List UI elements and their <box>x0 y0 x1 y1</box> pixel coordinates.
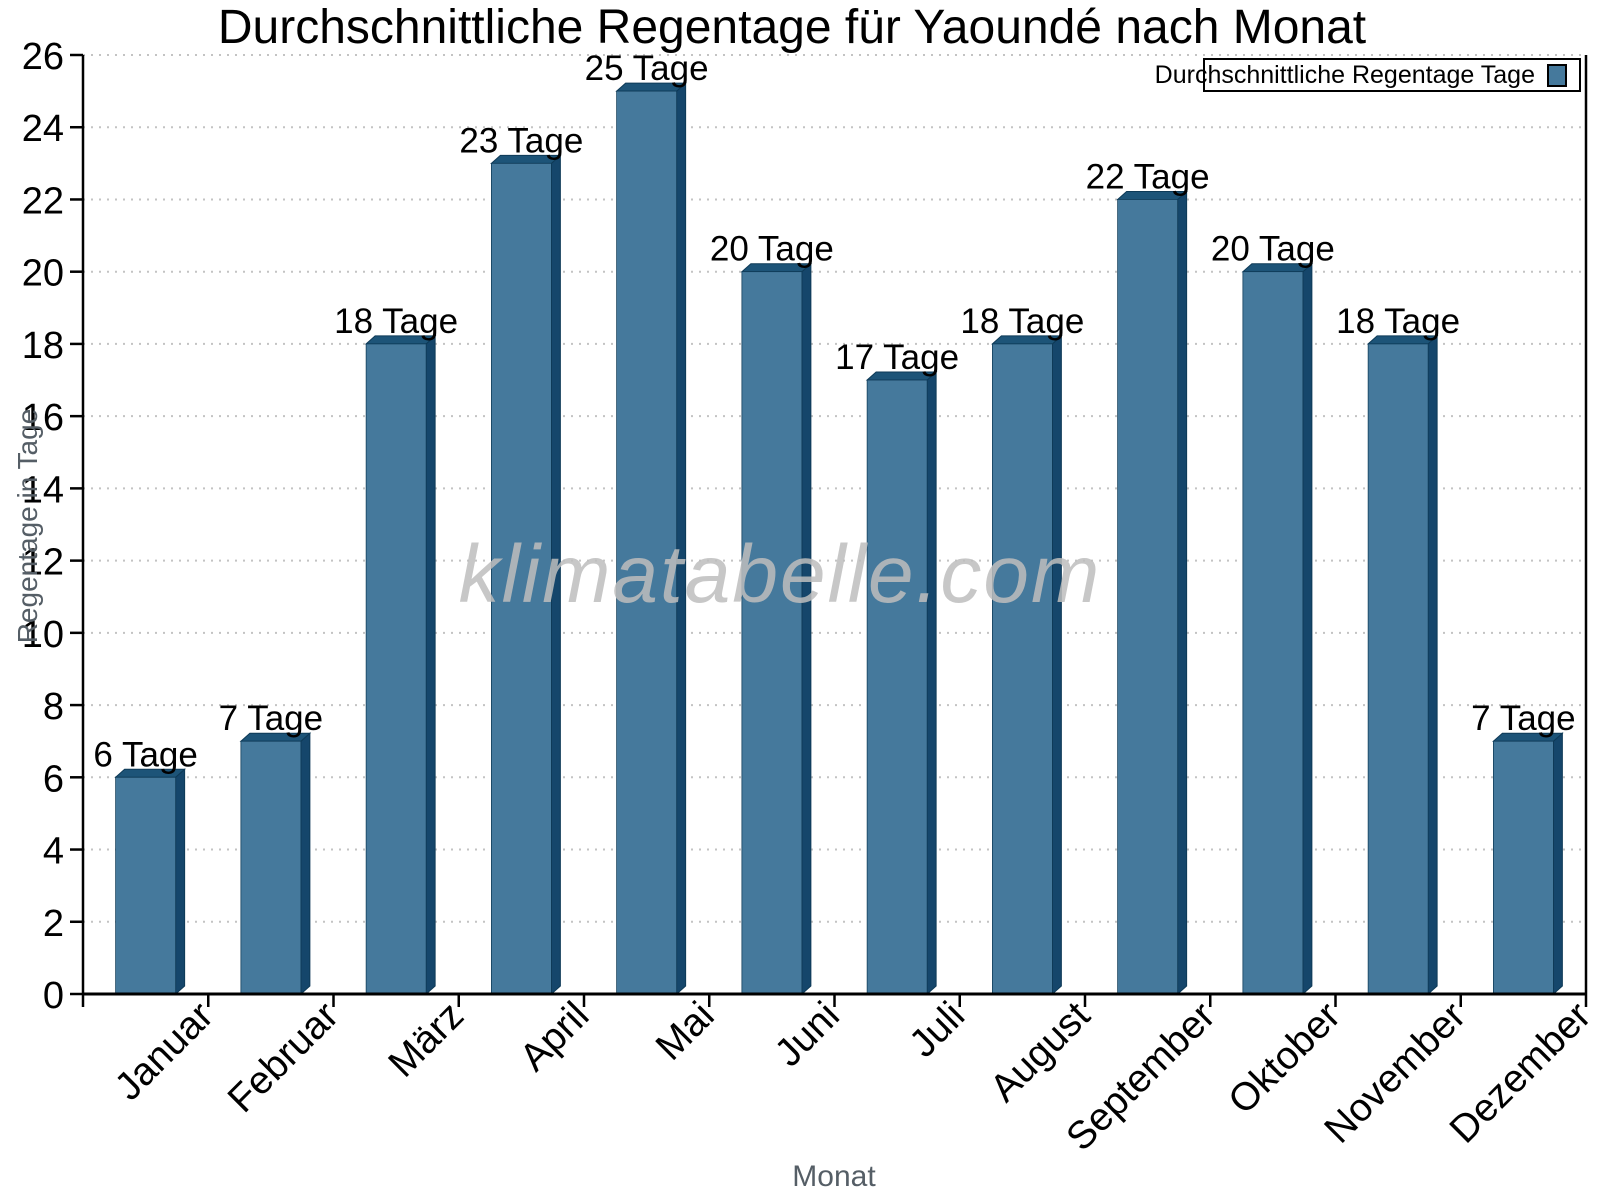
y-tick-label: 0 <box>43 975 64 1017</box>
bar <box>491 162 552 995</box>
bar-value-label: 7 Tage <box>219 699 323 738</box>
bar-side-face <box>1051 334 1062 996</box>
month-label: Mai <box>648 994 723 1069</box>
bar-value-label: 17 Tage <box>835 338 959 377</box>
bar <box>1242 271 1304 995</box>
bar-side-face <box>550 154 561 996</box>
legend-swatch <box>1547 63 1567 87</box>
bar <box>992 343 1053 995</box>
bar-value-label: 20 Tage <box>710 230 834 269</box>
bar-side-face <box>1302 262 1313 996</box>
y-axis-label: Regentage in Tage <box>12 408 43 644</box>
bar-value-label: 23 Tage <box>459 121 583 160</box>
y-tick-label: 4 <box>43 831 64 873</box>
month-label: Februar <box>220 994 347 1121</box>
bar <box>741 271 803 995</box>
bar-value-label: 18 Tage <box>960 302 1084 341</box>
bar-side-face <box>676 82 687 996</box>
bar <box>866 379 928 995</box>
y-tick-label: 10 <box>22 614 64 656</box>
y-tick-label: 14 <box>22 469 64 511</box>
y-tick-label: 16 <box>22 397 64 439</box>
bar <box>365 343 427 995</box>
bar-side-face <box>300 732 311 996</box>
legend-box: Durchschnittliche Regentage Tage <box>1155 58 1581 92</box>
bar-side-face <box>926 370 937 996</box>
month-label: Juli <box>901 994 973 1066</box>
legend-label: Durchschnittliche Regentage Tage <box>1154 60 1535 89</box>
bar-value-label: 6 Tage <box>93 735 197 774</box>
month-label: Oktober <box>1220 994 1349 1123</box>
bar-value-label: 18 Tage <box>1336 302 1460 341</box>
month-label: August <box>982 994 1098 1110</box>
bar-value-label: 7 Tage <box>1471 699 1575 738</box>
bar <box>616 90 677 995</box>
y-tick-label: 2 <box>43 903 64 945</box>
y-tick-label: 12 <box>22 542 64 584</box>
bar-side-face <box>1552 732 1563 996</box>
bar <box>240 740 302 995</box>
y-tick-label: 26 <box>22 36 64 78</box>
y-tick-label: 6 <box>43 758 64 800</box>
bar-side-face <box>801 262 812 996</box>
x-axis-label: Monat <box>792 1160 876 1193</box>
bar-value-label: 20 Tage <box>1211 230 1335 269</box>
bar-value-label: 18 Tage <box>334 302 458 341</box>
bar-side-face <box>175 768 186 996</box>
y-tick-label: 20 <box>22 253 64 295</box>
y-tick-label: 18 <box>22 325 64 367</box>
bar <box>115 776 176 995</box>
bar <box>1117 199 1178 995</box>
bar-value-label: 25 Tage <box>585 49 709 88</box>
y-tick-label: 8 <box>43 686 64 728</box>
y-tick-label: 22 <box>22 180 64 222</box>
bar-value-label: 22 Tage <box>1086 157 1210 196</box>
bar <box>1367 343 1429 995</box>
y-tick-label: 24 <box>22 108 64 150</box>
month-label: März <box>380 994 472 1086</box>
bar-side-face <box>1177 190 1188 996</box>
bar-side-face <box>425 334 436 996</box>
month-label: Januar <box>107 994 222 1109</box>
bar-side-face <box>1427 334 1438 996</box>
bar <box>1493 740 1554 995</box>
chart-title: Durchschnittliche Regentage für Yaoundé … <box>217 1 1367 54</box>
